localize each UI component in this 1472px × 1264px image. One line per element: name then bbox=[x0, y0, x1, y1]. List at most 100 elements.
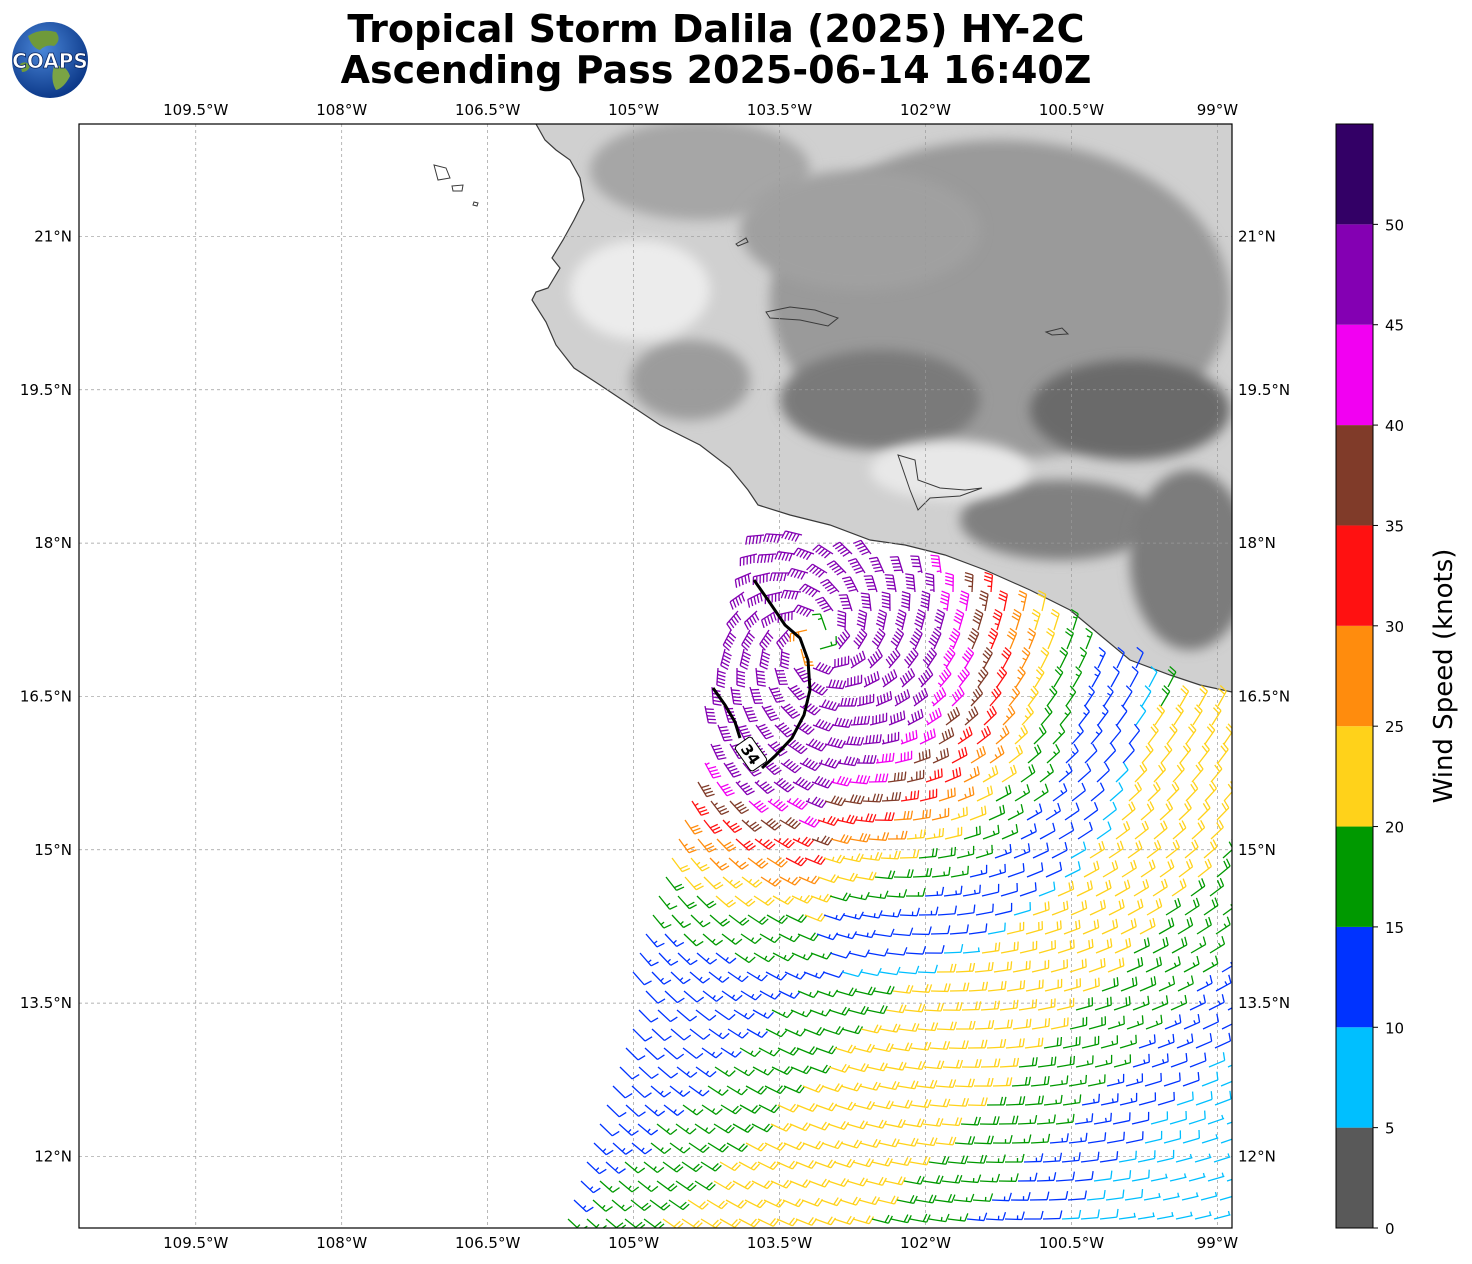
lon-label-top: 103.5°W bbox=[747, 101, 812, 119]
wind-barb bbox=[922, 1117, 944, 1127]
wind-barb bbox=[1151, 1053, 1169, 1068]
wind-barb bbox=[912, 687, 929, 707]
wind-barb bbox=[753, 952, 775, 963]
wind-barb bbox=[1203, 839, 1218, 859]
wind-barb bbox=[961, 1001, 982, 1011]
wind-barb bbox=[682, 1047, 704, 1059]
wind-barb bbox=[963, 825, 981, 840]
wind-barb bbox=[744, 1199, 767, 1209]
wind-barb bbox=[1196, 916, 1212, 935]
wind-barb bbox=[936, 1021, 957, 1031]
colorbar-label: Wind Speed (knots) bbox=[1429, 549, 1459, 804]
wind-barb bbox=[881, 791, 902, 802]
wind-barb bbox=[656, 1123, 678, 1135]
wind-barb bbox=[780, 648, 790, 670]
wind-radius-contour-34kt: 34 bbox=[711, 579, 812, 772]
wind-barb bbox=[756, 553, 777, 564]
wind-barb bbox=[1107, 1015, 1125, 1030]
wind-barb bbox=[1044, 920, 1062, 935]
wind-barb bbox=[1031, 1017, 1051, 1030]
wind-barb bbox=[1157, 1091, 1175, 1106]
wind-barb bbox=[1004, 1153, 1025, 1163]
wind-barb bbox=[967, 1039, 988, 1049]
wind-barb bbox=[715, 895, 736, 908]
colorbar-bin bbox=[1336, 625, 1373, 727]
wind-barb bbox=[872, 1100, 894, 1110]
wind-barb bbox=[943, 944, 964, 954]
wind-barb bbox=[1099, 1151, 1119, 1163]
wind-barb bbox=[1031, 959, 1050, 973]
wind-barb bbox=[881, 591, 891, 612]
wind-barb bbox=[928, 1155, 950, 1165]
wind-barb bbox=[773, 837, 795, 849]
wind-barb bbox=[906, 829, 926, 840]
wind-barb bbox=[950, 865, 969, 878]
wind-barb bbox=[772, 952, 795, 962]
wind-barb bbox=[1183, 1013, 1201, 1030]
wind-barb bbox=[1088, 1016, 1107, 1030]
wind-barb bbox=[1089, 841, 1106, 859]
wind-barb bbox=[791, 952, 814, 961]
wind-barb bbox=[863, 671, 880, 688]
wind-barb bbox=[910, 1041, 932, 1051]
wind-barb bbox=[742, 705, 758, 723]
wind-barb bbox=[735, 838, 756, 851]
wind-barb bbox=[911, 926, 932, 936]
wind-barb bbox=[880, 850, 901, 860]
wind-barb bbox=[900, 729, 918, 745]
wind-barb bbox=[818, 757, 841, 769]
wind-barb bbox=[867, 648, 883, 669]
wind-barb bbox=[867, 948, 889, 957]
wind-barb bbox=[1025, 921, 1044, 935]
wind-barb bbox=[1081, 1035, 1100, 1049]
wind-barb bbox=[893, 869, 914, 879]
wind-barb bbox=[868, 556, 885, 574]
wind-barb bbox=[840, 1082, 863, 1092]
colorbar-bin bbox=[1336, 826, 1373, 927]
wind-barb bbox=[777, 1046, 800, 1056]
wind-barb bbox=[985, 1154, 1006, 1164]
wind-barb bbox=[1202, 1013, 1220, 1030]
wind-barb bbox=[841, 968, 863, 978]
wind-barb bbox=[856, 754, 877, 764]
lat-label-left: 19.5°N bbox=[20, 381, 72, 399]
wind-barb bbox=[611, 1199, 633, 1212]
wind-barb bbox=[1137, 1150, 1156, 1163]
wind-barb bbox=[1156, 1211, 1174, 1220]
wind-barb bbox=[854, 986, 876, 996]
wind-barb bbox=[592, 1199, 613, 1212]
wind-barb bbox=[797, 932, 820, 942]
wind-barb bbox=[912, 867, 933, 878]
wind-barb bbox=[937, 666, 952, 688]
wind-barb bbox=[832, 541, 853, 557]
wind-barb bbox=[1061, 1152, 1081, 1163]
wind-barb bbox=[1197, 858, 1212, 878]
wind-barb bbox=[886, 889, 908, 898]
wind-barb bbox=[1065, 743, 1079, 764]
wind-barb bbox=[1107, 957, 1125, 973]
wind-barb bbox=[974, 1020, 995, 1030]
lon-label-bottom: 106.5°W bbox=[455, 1234, 520, 1252]
wind-barb bbox=[729, 591, 746, 610]
wind-barb bbox=[837, 756, 859, 767]
colorbar-tick-label: 50 bbox=[1385, 216, 1404, 234]
wind-barb bbox=[996, 666, 1008, 688]
lat-label-right: 12°N bbox=[1238, 1147, 1276, 1165]
wind-barb bbox=[1099, 1208, 1119, 1220]
wind-barb bbox=[1204, 781, 1218, 802]
wind-barb bbox=[1007, 863, 1025, 878]
wind-barb bbox=[860, 967, 882, 977]
wind-barb bbox=[948, 1097, 970, 1107]
wind-barb bbox=[1189, 994, 1206, 1011]
wind-barb bbox=[637, 1180, 659, 1192]
wind-barb bbox=[836, 814, 858, 825]
wind-barb bbox=[682, 1104, 704, 1116]
wind-barb bbox=[1061, 1209, 1082, 1220]
wind-barb bbox=[1012, 1018, 1032, 1030]
wind-barb bbox=[899, 668, 916, 688]
wind-barb bbox=[759, 933, 781, 944]
wind-barb bbox=[826, 560, 847, 576]
wind-barb bbox=[1004, 1211, 1025, 1221]
wind-barb bbox=[701, 1047, 723, 1059]
